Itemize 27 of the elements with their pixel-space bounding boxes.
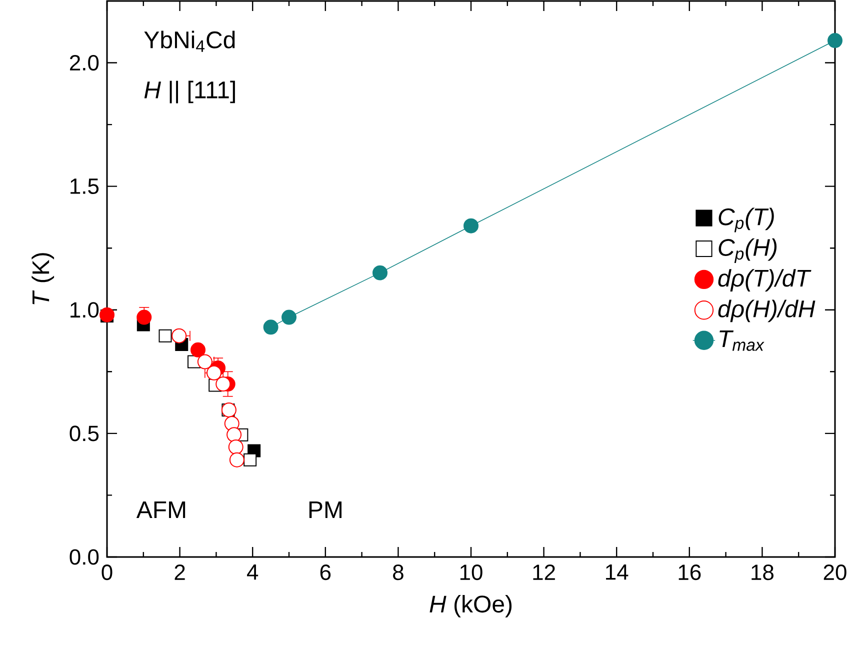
y-tick-label: 1.0 [70, 302, 99, 318]
legend-label: dρ(H)/dH [718, 300, 816, 322]
annotation: PM [309, 501, 342, 518]
legend-label: C$_{p}$(T) [718, 208, 774, 232]
x-tick-label: 14 [606, 564, 628, 580]
x-tick-label: 10 [460, 564, 482, 580]
x-tick-label: 2 [174, 564, 185, 580]
x-axis-title: H (kOe) [430, 594, 512, 618]
y-tick-label: 0.5 [70, 426, 99, 442]
x-tick-label: 4 [246, 564, 258, 580]
x-tick-label: 6 [320, 564, 331, 580]
x-tick-label: 16 [678, 564, 701, 580]
x-tick-label: 18 [752, 564, 774, 580]
y-axis-title: T (K) [32, 253, 54, 304]
annotation: YbNi$_{4}$Cd [144, 30, 235, 52]
annotation: H || [111] [144, 80, 235, 104]
y-tick-label: 1.5 [70, 178, 99, 194]
x-tick-label: 0 [102, 564, 112, 580]
legend-label: dρ(T)/dT [718, 269, 812, 292]
annotation: AFM [136, 501, 186, 518]
legend-label: C$_{p}$(H) [718, 238, 777, 263]
legend-label: T$_{max}$ [720, 330, 764, 351]
x-tick-label: 8 [393, 564, 404, 580]
x-tick-label: 20 [824, 564, 846, 580]
y-tick-label: 2.0 [70, 54, 99, 71]
y-tick-label: 0.0 [70, 549, 99, 565]
x-tick-label: 12 [533, 564, 555, 580]
